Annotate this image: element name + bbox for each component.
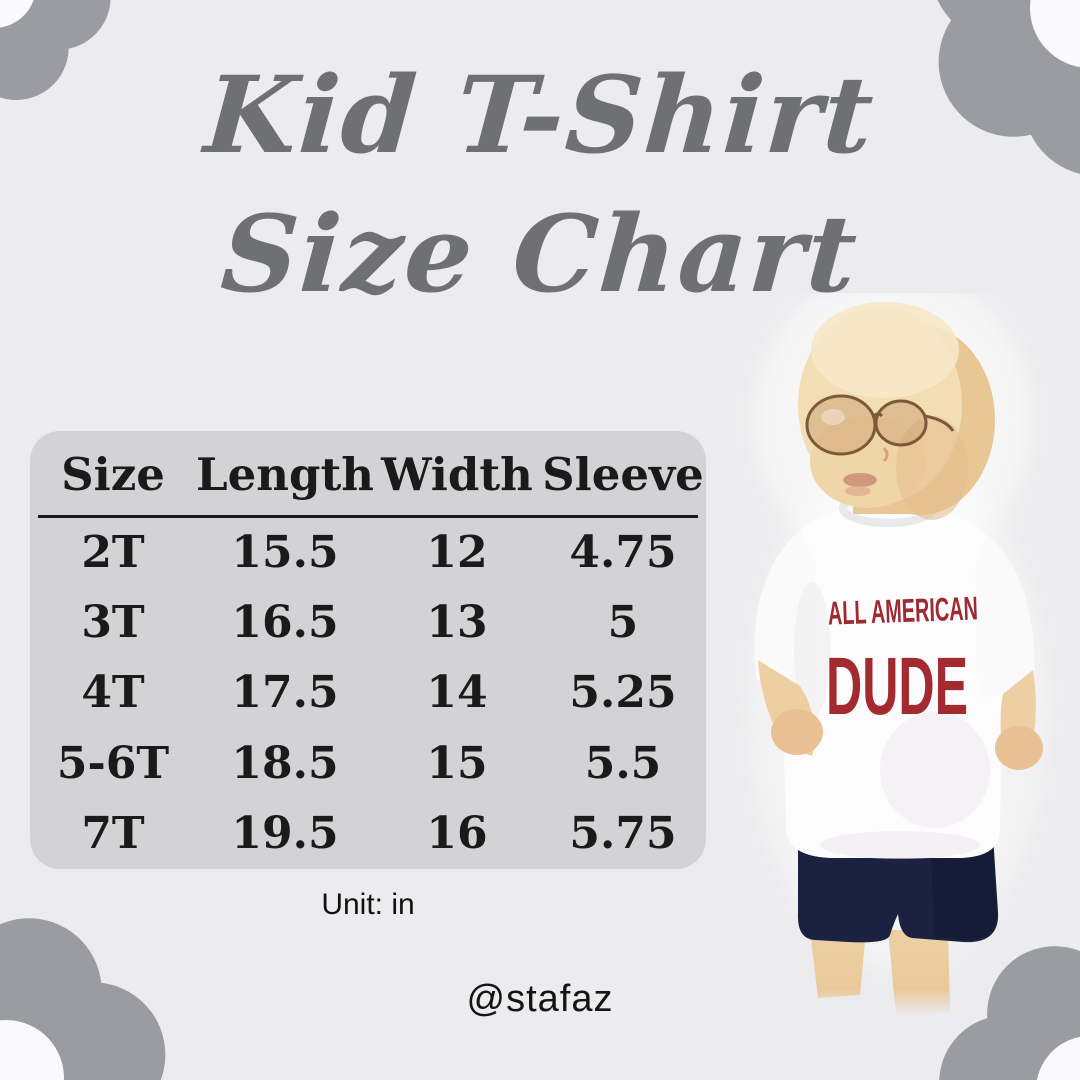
cell-width-2t: 12 — [426, 526, 488, 578]
kid-arms — [758, 660, 1043, 770]
cell-length-7t: 19.5 — [231, 808, 339, 860]
cell-width-4t: 14 — [426, 667, 488, 719]
cell-sleeve-3t: 5 — [607, 597, 639, 649]
shirt-print: ALL AMERICAN DUDE — [826, 589, 978, 732]
cell-size-5-6t: 5-6T — [56, 737, 170, 789]
cell-width-5-6t: 15 — [426, 737, 488, 789]
sunglasses-icon — [805, 394, 955, 456]
shirt-text-line1: ALL AMERICAN — [827, 589, 978, 631]
cell-length-3t: 16.5 — [231, 597, 339, 649]
cell-sleeve-2t: 4.75 — [569, 526, 677, 578]
page-title-line1: Kid T-Shirt — [200, 52, 880, 177]
page-title: Kid T-Shirt Size Chart — [0, 46, 1080, 324]
col-header-width: Width — [381, 447, 533, 501]
unit-label: Unit: in — [321, 888, 415, 921]
col-header-size: Size — [61, 447, 165, 501]
cell-size-3t: 3T — [81, 597, 145, 649]
cell-length-5-6t: 18.5 — [231, 737, 339, 789]
col-header-length: Length — [196, 447, 374, 501]
cell-sleeve-5-6t: 5.5 — [584, 737, 662, 789]
cell-width-7t: 16 — [426, 808, 488, 860]
cell-size-7t: 7T — [81, 808, 145, 860]
cell-size-4t: 4T — [81, 667, 145, 719]
size-chart-table: Size Length Width Sleeve 2T 15.5 12 4.75… — [30, 431, 706, 869]
cell-sleeve-7t: 5.75 — [569, 808, 677, 860]
cell-size-2t: 2T — [81, 526, 145, 578]
kid-head — [798, 302, 995, 520]
social-handle: @stafaz — [466, 978, 614, 1020]
cell-sleeve-4t: 5.25 — [569, 667, 677, 719]
kid-shirt — [754, 489, 1035, 859]
kid-model-photo: ALL AMERICAN DUDE — [748, 293, 1048, 1016]
cell-width-3t: 13 — [426, 597, 488, 649]
col-header-sleeve: Sleeve — [542, 447, 704, 501]
kid-legs — [810, 930, 950, 1016]
header-divider — [38, 515, 698, 518]
shirt-text-line2: DUDE — [826, 641, 968, 732]
size-chart-grid: Size Length Width Sleeve 2T 15.5 12 4.75… — [30, 431, 706, 869]
cell-length-4t: 17.5 — [231, 667, 339, 719]
cell-length-2t: 15.5 — [231, 526, 339, 578]
